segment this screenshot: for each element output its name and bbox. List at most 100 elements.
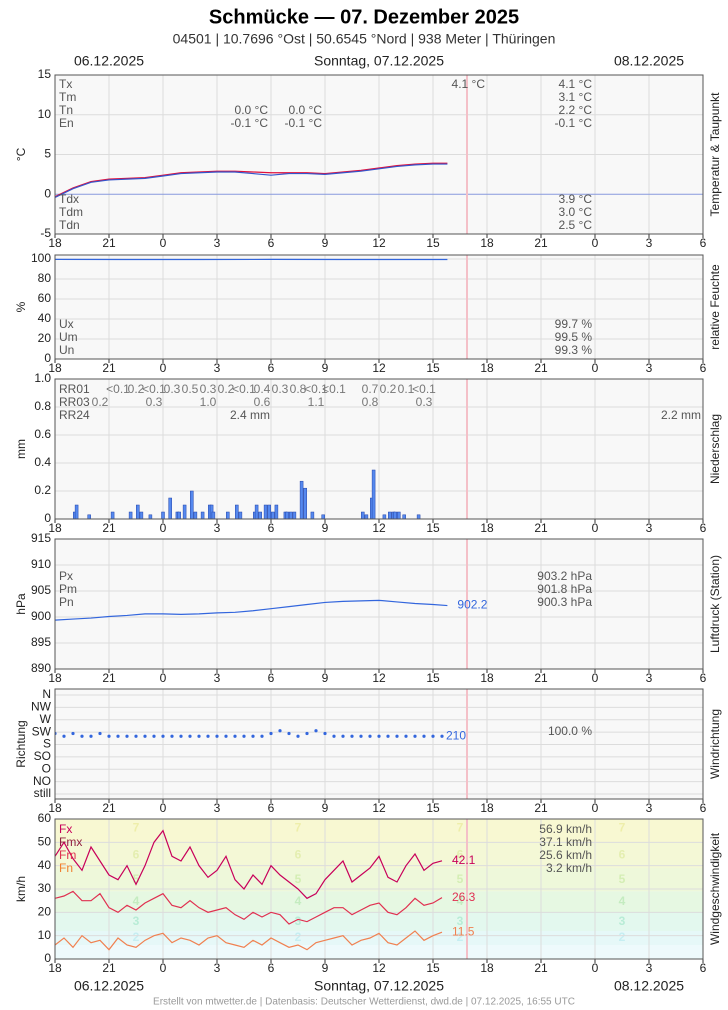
beaufort-label: 3 — [133, 914, 140, 928]
beaufort-label: 4 — [457, 894, 464, 908]
x-tick-label: 21 — [534, 361, 548, 375]
x-tick-label: 6 — [268, 671, 275, 685]
bar — [310, 511, 315, 519]
date-center: Sonntag, 07.12.2025 — [314, 53, 444, 69]
stat-label: Pm — [59, 582, 77, 596]
stat-value: 99.5 % — [555, 330, 593, 344]
plot-frame — [54, 254, 704, 360]
x-tick-label: 0 — [592, 961, 599, 975]
plot-frame — [54, 818, 704, 960]
rr03-value: 0.3 — [416, 395, 433, 409]
y-tick-label: 5 — [44, 147, 51, 161]
stat-label: Px — [59, 569, 73, 583]
bar — [371, 469, 376, 519]
point — [323, 731, 327, 736]
stat-value: 0.0 °C — [289, 103, 323, 117]
x-tick-label: 18 — [48, 671, 62, 685]
beaufort-label: 3 — [619, 914, 626, 928]
x-tick-label: 6 — [700, 521, 707, 535]
x-tick-label: 18 — [48, 521, 62, 535]
rr-label: RR03 — [59, 395, 90, 409]
x-tick-label: 0 — [160, 361, 167, 375]
data-line — [55, 890, 443, 925]
x-tick-label: 3 — [646, 961, 653, 975]
data-line — [55, 930, 443, 951]
beaufort-label: 6 — [457, 847, 464, 861]
y-tick-label: 910 — [31, 557, 51, 571]
x-tick-label: 9 — [322, 961, 329, 975]
y-tick-label: 0 — [44, 951, 51, 965]
beaufort-label: 2 — [295, 930, 302, 944]
end-label: 42.1 — [452, 853, 476, 867]
beaufort-label: 2 — [133, 930, 140, 944]
y-axis-label: °C — [14, 147, 28, 161]
beaufort-label: 6 — [133, 847, 140, 861]
stat-value: 99.7 % — [555, 317, 593, 331]
rr01-value: 0.1 — [398, 382, 415, 396]
bar — [128, 511, 133, 519]
bar — [136, 504, 140, 519]
beaufort-label: 6 — [295, 847, 302, 861]
beaufort-label: 4 — [619, 894, 626, 908]
plot-frame — [54, 538, 704, 670]
point — [116, 734, 120, 738]
rr01-value: <0.1 — [322, 382, 346, 396]
y-tick-label: N — [42, 687, 51, 701]
y-tick-label: 915 — [31, 531, 51, 545]
y-tick-label: 20 — [38, 331, 52, 345]
x-tick-label: 9 — [322, 671, 329, 685]
y-tick-label: 0.2 — [34, 483, 51, 497]
side-label: relative Feuchte — [708, 264, 722, 350]
x-tick-label: 21 — [102, 801, 116, 815]
point — [206, 734, 210, 738]
point — [179, 734, 183, 738]
bar — [182, 504, 187, 519]
stat-value: -0.1 °C — [231, 116, 269, 130]
y-tick-label: 10 — [38, 928, 52, 942]
x-tick-label: 18 — [480, 236, 494, 250]
date-right: 08.12.2025 — [614, 978, 684, 994]
beaufort-label: 3 — [295, 914, 302, 928]
stat-value: 25.6 km/h — [539, 848, 592, 862]
plot-area — [55, 379, 703, 519]
bar — [177, 511, 181, 519]
stat-label: Tn — [59, 103, 73, 117]
stat-value: 2.2 °C — [559, 103, 593, 117]
x-tick-label: 6 — [268, 521, 275, 535]
point — [350, 734, 354, 738]
y-tick-label: 0 — [44, 351, 51, 365]
y-tick-label: still — [34, 786, 51, 800]
point — [143, 734, 147, 738]
plot-area — [55, 539, 703, 669]
point — [71, 731, 75, 736]
point — [107, 734, 111, 738]
point — [134, 734, 138, 738]
bar — [285, 511, 289, 519]
panel: 18 21 0 3 6 9 12 15 18 21 0 3 6 -5 0 5 10 15 °C Temperatur … — [14, 67, 722, 250]
stat-value: 37.1 km/h — [539, 835, 592, 849]
x-tick-label: 0 — [160, 521, 167, 535]
stat-label: Fm — [59, 848, 76, 862]
x-tick-label: 21 — [102, 361, 116, 375]
end-label: 902.2 — [457, 598, 487, 612]
point — [314, 729, 318, 733]
y-tick-label: 15 — [38, 67, 52, 81]
point — [395, 734, 399, 738]
rr03-value: 1.1 — [308, 395, 325, 409]
stat-label: Tm — [59, 90, 76, 104]
rr01-value: <0.1 — [142, 382, 166, 396]
stat-label: Um — [59, 330, 78, 344]
x-tick-label: 12 — [372, 961, 386, 975]
stat-value: 3.1 °C — [559, 90, 593, 104]
rr01-value: 0.2 — [380, 382, 397, 396]
rr24-value: 2.4 mm — [230, 408, 270, 422]
date-center: Sonntag, 07.12.2025 — [314, 978, 444, 994]
x-tick-label: 21 — [534, 961, 548, 975]
stat-value: 901.8 hPa — [537, 582, 592, 596]
stat-label: Ux — [59, 317, 74, 331]
stat-label: Tdn — [59, 218, 80, 232]
footer: Erstellt von mtwetter.de | Datenbasis: D… — [153, 997, 575, 1008]
data-line — [55, 599, 448, 621]
y-tick-label: W — [40, 712, 52, 726]
stat-value: 3.2 km/h — [546, 861, 592, 875]
